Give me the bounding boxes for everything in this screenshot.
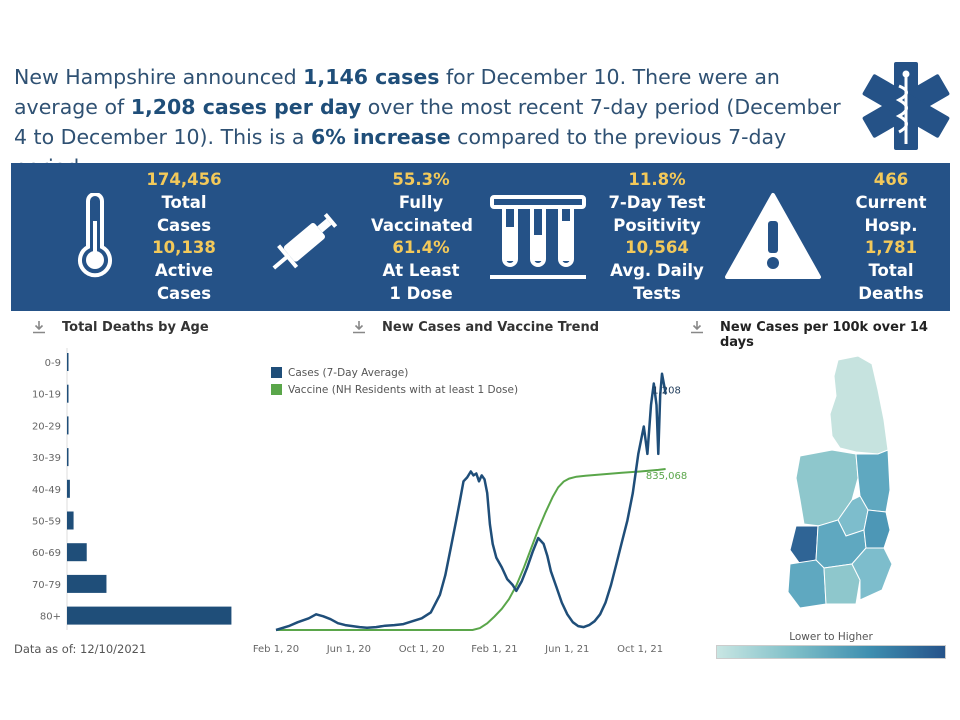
headline-increase: 6% increase [310,125,451,149]
headline-avg-cases: 1,208 cases per day [130,95,362,119]
total-cases-label-2: Cases [156,215,212,235]
deaths-label-1: Total [868,261,914,281]
thermometer-icon [78,193,112,278]
age-bar[interactable] [67,384,69,403]
kpi-vaccination: 55.3% Fully Vaccinated 61.4% At Least 1 … [371,169,473,306]
age-tick-label: 70-79 [32,580,61,591]
download-icon[interactable] [352,320,366,334]
fully-vaccinated-value: 55.3% [392,170,450,189]
trend-x-tick: Oct 1, 21 [617,644,663,655]
trend-x-tick: Oct 1, 20 [399,644,445,655]
trend-x-tick: Feb 1, 20 [253,644,299,655]
daily-tests-label-2: Tests [633,283,681,303]
legend-swatch-cases [271,367,282,378]
trend-chart-title: New Cases and Vaccine Trend [382,320,600,335]
fully-vaccinated-label-2: Vaccinated [371,215,473,235]
warning-icon [725,193,821,279]
daily-tests-value: 10,564 [625,238,689,258]
daily-tests-label-1: Avg. Daily [610,261,704,281]
age-bar[interactable] [67,543,87,562]
total-cases-label-1: Total [161,192,207,212]
download-icon[interactable] [32,320,46,334]
syringe-icon [272,213,338,270]
deaths-label-2: Deaths [858,283,924,303]
cases-end-label: 1,208 [652,386,681,397]
age-bar[interactable] [67,606,232,625]
legend-swatch-vaccine [271,384,282,395]
cases-vaccine-trend-chart: Feb 1, 20 Jun 1, 20 Oct 1, 20 Feb 1, 21 Jun … [253,367,687,655]
headline-text-1: New Hampshire announced [14,65,304,89]
data-as-of: Data as of: 12/10/2021 [14,642,147,656]
map-legend-label: Lower to Higher [789,631,873,643]
active-cases-label-1: Active [154,261,214,281]
age-bar[interactable] [67,353,69,371]
one-dose-label-2: 1 Dose [389,283,453,303]
download-icon[interactable] [690,320,704,334]
age-tick-label: 20-29 [32,421,61,432]
nh-county-map [787,355,893,609]
positivity-label-1: 7-Day Test [608,192,706,212]
kpi-testing: 11.8% 7-Day Test Positivity 10,564 Avg. … [607,169,707,306]
active-cases-value: 10,138 [152,238,216,258]
trend-x-tick: Jun 1, 20 [326,644,371,655]
age-tick-label: 0-9 [45,358,61,369]
map-county-hillsborough [823,563,861,605]
map-title: New Cases per 100k over 14 days [720,320,928,350]
headline-daily-cases: 1,146 cases [303,65,440,89]
map-county-sullivan [789,525,819,565]
test-tubes-icon [490,195,586,279]
map-county-strafford [863,509,891,549]
age-tick-label: 60-69 [32,548,61,559]
total-cases-value: 174,456 [146,170,222,189]
headline-summary: New Hampshire announced 1,146 cases for … [14,62,854,182]
cases-series-line[interactable] [275,372,668,632]
age-bar[interactable] [67,479,70,498]
positivity-value: 11.8% [628,170,686,189]
one-dose-label-1: At Least [382,261,460,281]
age-bar[interactable] [67,416,69,435]
deaths-value: 1,781 [864,238,918,258]
hospitalized-label-2: Hosp. [864,215,918,235]
kpi-cases: 174,456 Total Cases 10,138 Active Cases [139,169,229,306]
one-dose-value: 61.4% [392,238,450,258]
trend-x-tick: Jun 1, 21 [544,644,589,655]
age-tick-label: 80+ [40,612,61,623]
positivity-label-2: Positivity [613,215,701,235]
hospitalized-label-1: Current [855,192,927,212]
headline-text-3: over the most recent 7-day period (Decem… [14,95,841,149]
active-cases-label-2: Cases [156,283,212,303]
age-bar[interactable] [67,511,74,530]
map-county-rockingham [851,547,893,601]
age-tick-label: 10-19 [32,390,61,401]
map-county-coos [829,355,889,455]
deaths-by-age-chart: 0-9 10-19 20-29 30-39 40-49 50-59 60-69 70-79 80… [32,348,232,630]
hospitalized-value: 466 [873,170,909,189]
legend-label-vaccine: Vaccine (NH Residents with at least 1 Do… [288,384,518,396]
fully-vaccinated-label-1: Fully [398,192,444,212]
age-tick-label: 30-39 [32,453,61,464]
vaccine-series-line[interactable] [276,468,666,631]
kpi-hospital: 466 Current Hosp. 1,781 Total Deaths [841,169,941,306]
headline-text-2: for December 10. There were an average o… [14,65,780,119]
vaccine-end-label: 835,068 [646,471,687,482]
kpi-banner: 174,456 Total Cases 10,138 Active Cases … [11,163,950,311]
age-tick-label: 50-59 [32,517,61,528]
map-color-legend [716,645,946,659]
age-bar[interactable] [67,574,107,593]
age-chart-title: Total Deaths by Age [62,320,209,335]
trend-x-tick: Feb 1, 21 [471,644,517,655]
star-of-life-icon [862,62,950,150]
age-tick-label: 40-49 [32,485,61,496]
map-county-cheshire [787,559,827,609]
legend-label-cases: Cases (7-Day Average) [288,367,408,379]
age-bar[interactable] [67,448,69,467]
